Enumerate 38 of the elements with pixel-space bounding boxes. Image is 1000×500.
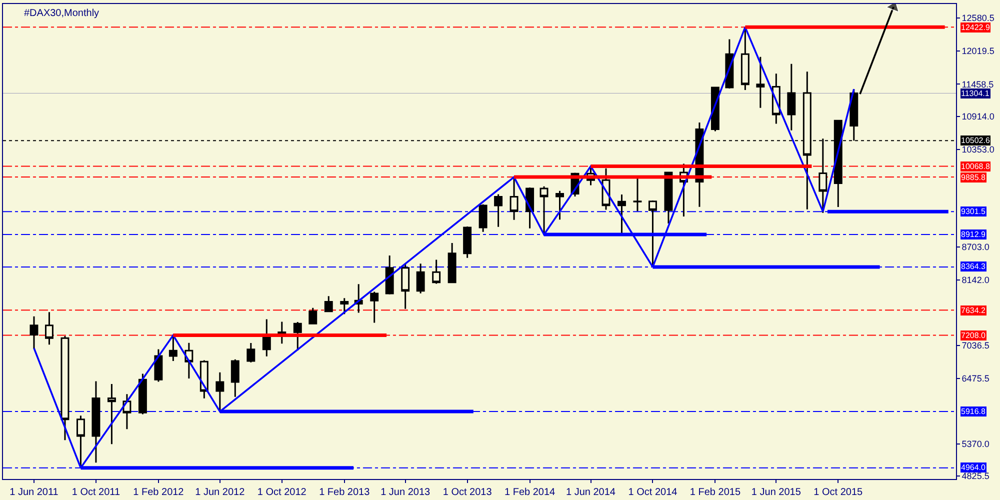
y-tick-label: 5370.0: [962, 439, 990, 449]
x-tick-label: 1 Feb 2014: [504, 487, 556, 498]
chart-title: #DAX30,Monthly: [24, 8, 100, 19]
ref-line-label: 10502.6: [961, 136, 990, 145]
x-tick-label: 1 Oct 2012: [257, 487, 307, 498]
y-tick-label: 11458.5: [962, 79, 994, 90]
ref-line-label: 7634.2: [961, 306, 986, 315]
x-tick-label: 1 Jun 2011: [10, 487, 59, 498]
ref-line-label: 9885.8: [961, 173, 986, 182]
ref-line-label: 12422.9: [961, 23, 990, 32]
ref-line-label: 9301.5: [961, 207, 986, 216]
x-tick-label: 1 Jun 2015: [751, 487, 802, 498]
x-tick-label: 1 Feb 2012: [133, 487, 184, 498]
y-tick-label: 12580.5: [962, 13, 994, 23]
y-tick-label: 8142.0: [962, 275, 990, 286]
ref-line-label: 10068.8: [961, 162, 990, 171]
x-tick-label: 1 Oct 2011: [72, 487, 120, 498]
x-tick-label: 1 Jun 2012: [195, 487, 246, 498]
ref-line-label: 8364.3: [961, 262, 986, 271]
y-tick-label: 8703.0: [962, 242, 990, 252]
x-tick-label: 1 Oct 2013: [442, 487, 492, 498]
y-tick-label: 4825.5: [962, 471, 990, 482]
ref-line-label: 7208.0: [961, 331, 986, 340]
x-tick-label: 1 Jun 2014: [566, 487, 616, 498]
y-tick-label: 10353.0: [962, 144, 994, 155]
x-tick-label: 1 Feb 2015: [690, 487, 741, 498]
x-tick-label: 1 Oct 2014: [628, 487, 678, 498]
x-tick-label: 1 Feb 2013: [319, 487, 370, 498]
ref-line-label: 11304.1: [961, 89, 990, 98]
y-tick-label: 12019.5: [962, 46, 994, 56]
y-tick-label: 7036.5: [962, 340, 990, 351]
x-tick-label: 1 Jun 2013: [380, 487, 431, 498]
ref-line-label: 5916.8: [961, 407, 986, 416]
ref-line-label: 4964.0: [961, 463, 986, 472]
ref-line-label: 8912.9: [961, 230, 986, 239]
y-tick-label: 6475.5: [962, 374, 990, 384]
y-tick-label: 10914.0: [962, 111, 994, 122]
x-tick-label: 1 Oct 2015: [814, 487, 864, 498]
